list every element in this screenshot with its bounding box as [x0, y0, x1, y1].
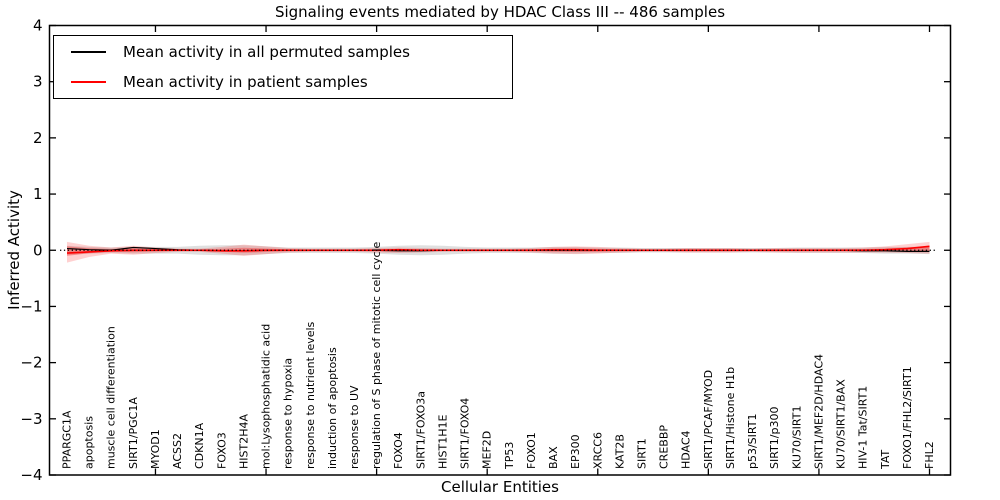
- x-tick-label: muscle cell differentiation: [105, 326, 118, 469]
- x-tick-label: HDAC4: [680, 430, 693, 469]
- x-tick-label: HIST1H1E: [436, 415, 449, 469]
- x-tick-label: CDKN1A: [193, 422, 206, 469]
- legend-line-black-icon: [71, 51, 106, 53]
- x-tick-label: SIRT1/p300: [768, 407, 781, 469]
- x-tick-label: response to UV: [348, 385, 361, 469]
- x-tick-label: FHL2: [923, 441, 936, 469]
- y-tick-label: 0: [33, 241, 43, 259]
- x-tick-label: p53/SIRT1: [746, 414, 759, 469]
- x-tick-label: HIV-1 Tat/SIRT1: [857, 386, 870, 469]
- x-tick-label: SIRT1/MEF2D/HDAC4: [812, 354, 825, 469]
- y-tick-label: 3: [33, 73, 43, 91]
- x-axis-label: Cellular Entities: [441, 478, 559, 496]
- x-tick-label: SIRT1/PGC1A: [127, 397, 140, 469]
- legend-entry-patient: Mean activity in patient samples: [54, 67, 512, 97]
- x-tick-label: response to hypoxia: [282, 358, 295, 469]
- x-tick-label: KU70/SIRT1: [790, 406, 803, 469]
- x-tick-label: induction of apoptosis: [326, 347, 339, 469]
- x-tick-label: XRCC6: [591, 432, 604, 469]
- y-axis-label: Inferred Activity: [5, 190, 23, 310]
- legend-line-red-icon: [71, 81, 106, 83]
- x-tick-label: FOXO3: [215, 432, 228, 469]
- x-tick-label: mol:Lysophosphatidic acid: [260, 324, 273, 469]
- x-tick-label: SIRT1/FOXO3a: [414, 391, 427, 469]
- y-tick-label: 1: [33, 185, 43, 203]
- legend: Mean activity in all permuted samples Me…: [53, 35, 513, 99]
- x-tick-label: BAX: [547, 446, 560, 469]
- legend-entry-permuted: Mean activity in all permuted samples: [54, 37, 512, 67]
- x-tick-label: ACSS2: [171, 433, 184, 469]
- x-tick-label: response to nutrient levels: [304, 321, 317, 469]
- y-tick-label: −4: [20, 466, 42, 484]
- x-tick-label: FOXO1/FHL2/SIRT1: [901, 366, 914, 469]
- x-tick-label: KAT2B: [613, 434, 626, 469]
- x-tick-label: TAT: [879, 449, 892, 470]
- y-tick-label: 4: [33, 17, 43, 35]
- x-tick-label: MEF2D: [481, 431, 494, 469]
- y-tick-label: −3: [20, 410, 42, 428]
- x-tick-label: regulation of S phase of mitotic cell cy…: [370, 241, 383, 469]
- legend-label-permuted: Mean activity in all permuted samples: [123, 43, 410, 61]
- x-tick-label: TP53: [503, 442, 516, 470]
- x-tick-label: MYOD1: [149, 429, 162, 469]
- x-tick-label: SIRT1/FOXO4: [459, 398, 472, 469]
- x-tick-label: SIRT1/Histone H1b: [724, 367, 737, 469]
- y-tick-label: 2: [33, 129, 43, 147]
- x-tick-label: apoptosis: [83, 416, 96, 469]
- y-tick-label: −2: [20, 354, 42, 372]
- x-tick-label: CREBBP: [658, 425, 671, 469]
- y-tick-label: −1: [20, 297, 42, 315]
- chart-title: Signaling events mediated by HDAC Class …: [274, 3, 726, 21]
- band-patient-samples-range-outer: [67, 241, 930, 263]
- x-tick-label: EP300: [569, 434, 582, 469]
- x-tick-label: HIST2H4A: [237, 414, 250, 469]
- axes-frame: [48, 24, 952, 476]
- x-tick-label: SIRT1/PCAF/MYOD: [702, 370, 715, 469]
- x-tick-label: SIRT1: [636, 438, 649, 469]
- x-tick-label: FOXO4: [392, 432, 405, 469]
- legend-label-patient: Mean activity in patient samples: [123, 73, 368, 91]
- x-tick-label: KU70/SIRT1/BAX: [835, 379, 848, 469]
- x-tick-label: PPARGC1A: [61, 410, 74, 469]
- x-tick-label: FOXO1: [525, 432, 538, 469]
